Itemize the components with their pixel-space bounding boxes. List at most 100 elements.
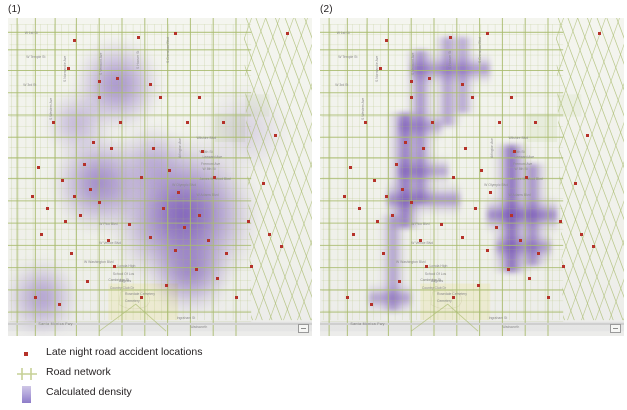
accident-point bbox=[246, 220, 250, 224]
map-label: Wadsworth bbox=[502, 324, 520, 329]
accident-point bbox=[225, 251, 229, 255]
map-label: W 8th St bbox=[514, 167, 528, 172]
accident-point bbox=[409, 200, 413, 204]
accident-point bbox=[598, 32, 602, 36]
accident-point bbox=[470, 96, 474, 99]
accident-point bbox=[476, 283, 480, 287]
accident-point bbox=[67, 67, 71, 71]
accident-point bbox=[167, 169, 171, 173]
map-label: Cemetery bbox=[125, 299, 140, 304]
accident-point bbox=[485, 32, 489, 36]
map-label: Ingraham St bbox=[488, 316, 508, 321]
map-label: W Washington Blvd bbox=[396, 259, 426, 264]
accident-point bbox=[115, 76, 119, 80]
accident-point bbox=[427, 76, 431, 80]
accident-point bbox=[497, 121, 501, 125]
accident-point bbox=[85, 280, 89, 284]
accident-point bbox=[519, 239, 523, 243]
map-label: James M Wood Blvd bbox=[199, 177, 231, 181]
accident-point bbox=[79, 213, 83, 217]
panel-label-2: (2) bbox=[320, 4, 333, 15]
map-panel-planar-density[interactable]: Loyola High School Of Los Angeles Rosedale … bbox=[8, 18, 312, 336]
accident-point bbox=[109, 146, 113, 150]
accident-point bbox=[461, 83, 465, 87]
map-label: W 6th St bbox=[511, 149, 525, 154]
accident-point bbox=[91, 140, 95, 144]
accident-point bbox=[403, 140, 407, 144]
map-label: W Adams Blvd bbox=[196, 192, 219, 197]
accident-point bbox=[494, 226, 498, 230]
accident-point bbox=[173, 32, 177, 36]
accident-point bbox=[385, 38, 389, 42]
map-label: W Temple St bbox=[338, 54, 358, 59]
accident-point bbox=[198, 96, 202, 99]
map-label: Wilshire Blvd bbox=[508, 135, 529, 140]
map-label: Fremont Ave bbox=[201, 161, 221, 166]
accident-point bbox=[351, 232, 355, 236]
map-panel-network-density[interactable]: Loyola High School Of Los Angeles Rosedale … bbox=[320, 18, 624, 336]
legend-label-density: Calculated density bbox=[46, 386, 132, 398]
accident-point bbox=[149, 235, 153, 239]
road-network-layer bbox=[8, 18, 312, 336]
accident-point bbox=[185, 121, 189, 125]
legend-item-density: Calculated density bbox=[8, 384, 338, 404]
accident-point bbox=[73, 194, 77, 198]
map-label: Country Club Dr bbox=[421, 286, 447, 291]
accident-point bbox=[176, 191, 180, 195]
map-label: Rosedale Cemetery bbox=[125, 292, 155, 297]
accident-point bbox=[39, 232, 43, 236]
accident-point bbox=[488, 191, 492, 195]
accident-point bbox=[376, 220, 380, 224]
accident-point bbox=[561, 264, 565, 268]
accident-point bbox=[452, 296, 456, 300]
accident-point bbox=[391, 213, 395, 217]
accident-point bbox=[397, 280, 401, 284]
map-attribution-widget[interactable] bbox=[610, 324, 621, 333]
accident-point bbox=[348, 165, 352, 169]
accident-points-layer bbox=[8, 18, 312, 336]
accident-point bbox=[73, 38, 77, 42]
map-attribution-widget[interactable] bbox=[298, 324, 309, 333]
accident-point bbox=[112, 264, 116, 268]
accident-point bbox=[82, 162, 86, 166]
accident-point bbox=[479, 169, 483, 173]
map-label: Rosedale Cemetery bbox=[437, 292, 467, 297]
accident-point bbox=[173, 248, 177, 252]
map-label: Country Club Dr bbox=[109, 286, 135, 291]
road-network-layer bbox=[320, 18, 624, 336]
accident-point bbox=[137, 35, 141, 39]
accident-point bbox=[510, 96, 514, 99]
accident-point bbox=[430, 121, 434, 125]
accident-point bbox=[586, 134, 590, 138]
accident-point bbox=[345, 296, 349, 300]
accident-point bbox=[424, 264, 428, 268]
density-surface-network bbox=[320, 18, 624, 336]
accident-point bbox=[364, 121, 368, 125]
accident-point bbox=[97, 200, 101, 204]
accident-point bbox=[449, 35, 453, 39]
map-label: W 1st St bbox=[24, 30, 38, 35]
map-text-labels: Loyola High School Of Los Angeles Rosedale … bbox=[8, 18, 312, 336]
accident-point bbox=[400, 188, 404, 192]
accident-point bbox=[592, 245, 596, 249]
map-label: W Washington Blvd bbox=[84, 259, 114, 264]
accident-point bbox=[152, 146, 156, 150]
map-label: Angeles bbox=[118, 279, 132, 284]
map-label: W Olympic Blvd bbox=[172, 183, 197, 188]
panel-label-1: (1) bbox=[8, 4, 21, 15]
map-label: W 3rd St bbox=[335, 83, 349, 88]
accident-point bbox=[234, 296, 238, 300]
accident-point bbox=[421, 146, 425, 150]
legend-item-accidents: Late night road accident locations bbox=[8, 344, 338, 364]
legend-label-accidents: Late night road accident locations bbox=[46, 346, 203, 358]
accident-point bbox=[207, 239, 211, 243]
map-label: W Pico Blvd bbox=[411, 221, 430, 226]
accident-point bbox=[222, 121, 226, 125]
map-label: W 8th St bbox=[202, 167, 216, 172]
accident-point bbox=[473, 207, 477, 211]
accident-point bbox=[97, 96, 101, 99]
accident-points-layer bbox=[320, 18, 624, 336]
accident-point bbox=[201, 150, 205, 154]
map-label: Loyola High bbox=[117, 264, 136, 269]
